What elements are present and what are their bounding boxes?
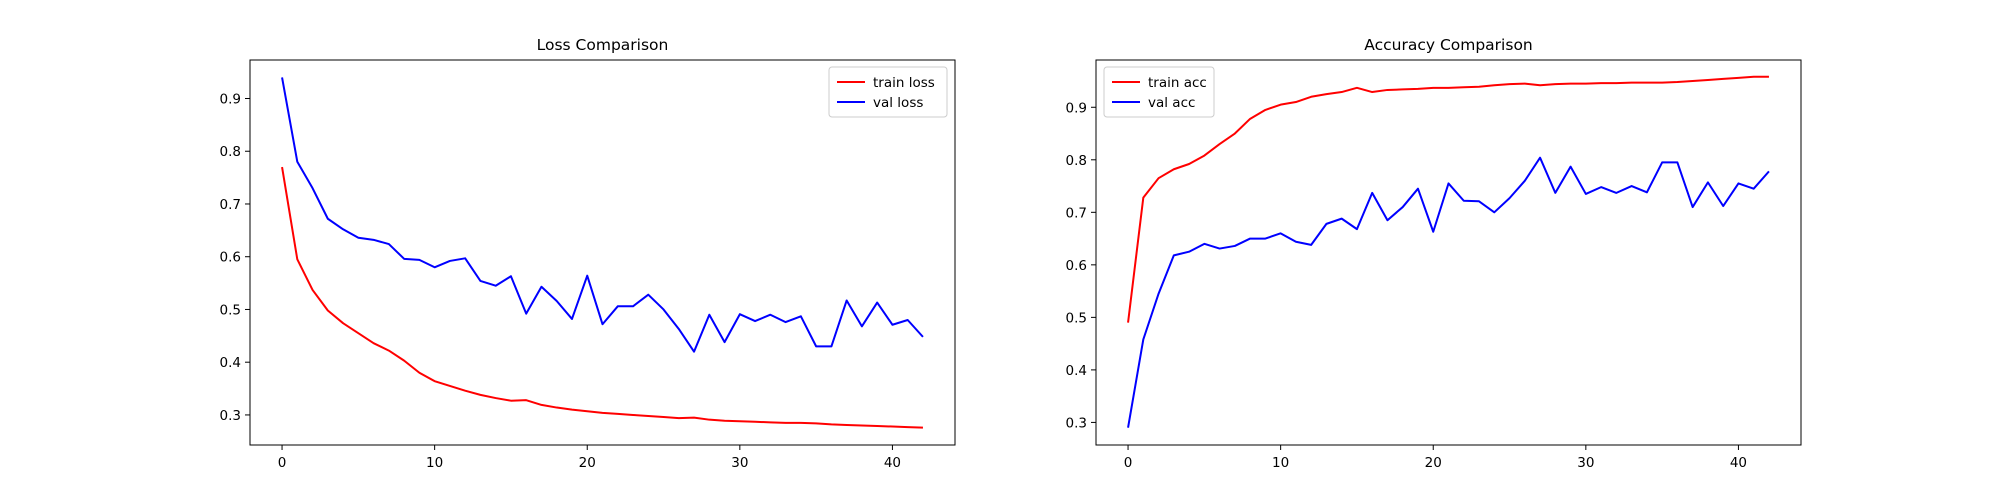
y-tick-label: 0.8 (220, 144, 241, 160)
y-tick-label: 0.7 (220, 197, 241, 213)
legend-label: val loss (873, 95, 923, 111)
x-tick-label: 40 (884, 455, 901, 471)
x-tick-label: 0 (1124, 455, 1133, 471)
y-tick-label: 0.5 (220, 302, 241, 318)
chart-title: Accuracy Comparison (1364, 36, 1533, 54)
plot-area (249, 59, 956, 446)
series-line-train-acc (1127, 75, 1769, 323)
y-tick-label: 0.8 (1066, 153, 1087, 169)
x-tick-label: 20 (1425, 455, 1442, 471)
y-tick-label: 0.4 (1066, 363, 1087, 379)
y-tick-label: 0.5 (1066, 310, 1087, 326)
y-tick-label: 0.3 (220, 408, 241, 424)
chart-title: Loss Comparison (537, 36, 669, 54)
legend-label: train loss (873, 75, 935, 91)
y-tick-label: 0.4 (220, 355, 241, 371)
series-line-train-loss (281, 166, 923, 429)
y-tick-label: 0.7 (1066, 205, 1087, 221)
plot-area (1095, 59, 1802, 446)
x-tick-label: 30 (731, 455, 748, 471)
x-tick-label: 10 (426, 455, 443, 471)
y-tick-label: 0.6 (1066, 258, 1087, 274)
series-line-val-acc (1127, 156, 1770, 428)
y-tick-label: 0.9 (1066, 100, 1087, 116)
legend-label: train acc (1148, 75, 1207, 91)
accuracy-comparison-chart: Accuracy Comparison 0 10 20 30 40 0.3 0.4 0.5 0.6… (1066, 36, 1802, 471)
x-tick-label: 30 (1577, 455, 1594, 471)
y-tick-label: 0.9 (220, 92, 241, 108)
x-tick-label: 0 (278, 455, 287, 471)
y-tick-label: 0.6 (220, 250, 241, 266)
x-tick-label: 20 (579, 455, 596, 471)
y-tick-label: 0.3 (1066, 415, 1087, 431)
legend-box (828, 66, 948, 118)
legend: train loss val loss (828, 66, 948, 118)
legend-label: val acc (1148, 95, 1195, 111)
x-tick-label: 40 (1730, 455, 1747, 471)
x-tick-label: 10 (1272, 455, 1289, 471)
series-line-val-loss (281, 77, 924, 353)
legend: train acc val acc (1103, 66, 1215, 118)
legend-box (1103, 66, 1215, 118)
loss-comparison-chart: Loss Comparison 0 10 20 30 40 0.3 0.4 0.5 0.6 0.7 0… (220, 36, 956, 471)
